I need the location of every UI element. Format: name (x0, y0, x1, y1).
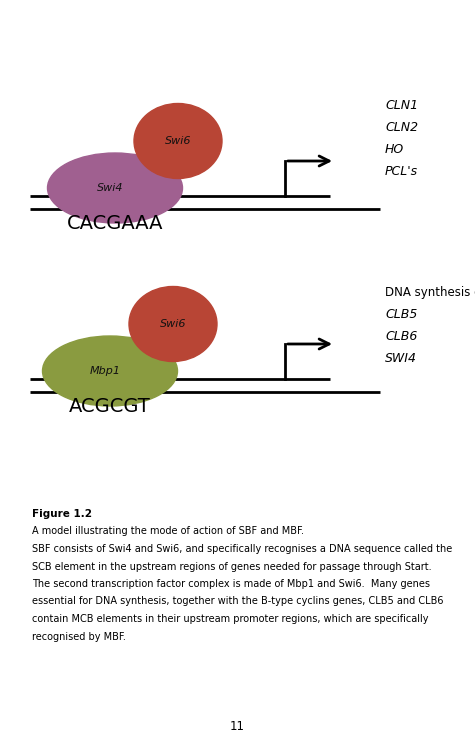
Text: SWI4: SWI4 (385, 352, 417, 366)
Text: The second transcription factor complex is made of Mbp1 and Swi6.  Many genes: The second transcription factor complex … (32, 579, 430, 589)
Text: DNA synthesis genes: DNA synthesis genes (385, 286, 475, 300)
Text: SCB element in the upstream regions of genes needed for passage through Start.: SCB element in the upstream regions of g… (32, 562, 432, 572)
Text: Figure 1.2: Figure 1.2 (32, 509, 92, 519)
Text: essential for DNA synthesis, together with the B-type cyclins genes, CLB5 and CL: essential for DNA synthesis, together wi… (32, 596, 444, 607)
Text: CLB5: CLB5 (385, 309, 418, 321)
Text: CLN1: CLN1 (385, 99, 418, 113)
Text: Swi6: Swi6 (160, 319, 186, 329)
Ellipse shape (42, 336, 178, 406)
Text: CACGAAA: CACGAAA (67, 214, 163, 233)
Text: SBF consists of Swi4 and Swi6, and specifically recognises a DNA sequence called: SBF consists of Swi4 and Swi6, and speci… (32, 544, 452, 554)
Text: Mbp1: Mbp1 (89, 366, 121, 376)
Text: contain MCB elements in their upstream promoter regions, which are specifically: contain MCB elements in their upstream p… (32, 614, 428, 624)
Text: recognised by MBF.: recognised by MBF. (32, 632, 126, 641)
Text: ACGCGT: ACGCGT (69, 397, 151, 416)
Text: 11: 11 (230, 720, 245, 733)
Text: A model illustrating the mode of action of SBF and MBF.: A model illustrating the mode of action … (32, 526, 304, 536)
Text: Swi6: Swi6 (165, 136, 191, 146)
Ellipse shape (129, 286, 217, 361)
Text: PCL's: PCL's (385, 165, 418, 179)
Ellipse shape (48, 153, 182, 223)
Text: CLN2: CLN2 (385, 122, 418, 134)
Text: Swi4: Swi4 (97, 183, 123, 193)
Text: CLB6: CLB6 (385, 330, 418, 343)
Ellipse shape (134, 104, 222, 179)
Text: HO: HO (385, 143, 404, 156)
